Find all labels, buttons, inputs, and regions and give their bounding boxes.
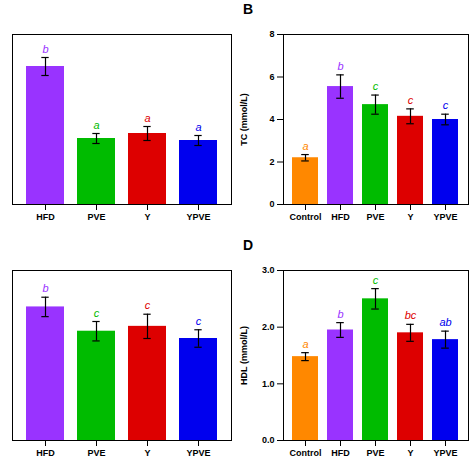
svg-text:b: b: [337, 308, 343, 320]
svg-text:HFD: HFD: [331, 212, 350, 222]
svg-text:Y: Y: [144, 448, 150, 458]
svg-text:8: 8: [269, 29, 274, 39]
svg-text:4: 4: [269, 114, 274, 124]
svg-text:c: c: [145, 299, 151, 311]
svg-text:c: c: [373, 274, 379, 286]
svg-text:2: 2: [269, 157, 274, 167]
svg-text:c: c: [373, 80, 379, 92]
svg-text:PVE: PVE: [366, 212, 384, 222]
svg-text:c: c: [408, 94, 414, 106]
html-text:B: B: [243, 1, 254, 17]
svg-text:Control: Control: [290, 448, 322, 458]
svg-text:Y: Y: [144, 212, 150, 222]
svg-text:Y: Y: [407, 212, 413, 222]
svg-text:Y: Y: [407, 448, 413, 458]
html-text:D: D: [243, 237, 254, 253]
svg-text:b: b: [337, 60, 343, 72]
svg-text:HFD: HFD: [36, 448, 55, 458]
svg-text:0: 0: [269, 199, 274, 209]
svg-text:0.0: 0.0: [262, 435, 275, 445]
svg-text:c: c: [94, 307, 100, 319]
svg-text:b: b: [42, 282, 48, 294]
svg-text:1.0: 1.0: [262, 379, 275, 389]
svg-text:PVE: PVE: [87, 448, 105, 458]
svg-text:b: b: [42, 43, 48, 55]
svg-text:a: a: [302, 140, 308, 152]
svg-text:Control: Control: [290, 212, 322, 222]
svg-text:PVE: PVE: [87, 212, 105, 222]
svg-text:HDL (mmol/L): HDL (mmol/L): [239, 326, 249, 385]
svg-text:c: c: [196, 315, 202, 327]
svg-text:3.0: 3.0: [262, 265, 275, 275]
svg-text:YPVE: YPVE: [433, 448, 457, 458]
svg-text:HFD: HFD: [36, 212, 55, 222]
svg-text:6: 6: [269, 72, 274, 82]
svg-text:ab: ab: [439, 316, 451, 328]
svg-text:bc: bc: [405, 309, 417, 321]
svg-text:2.0: 2.0: [262, 322, 275, 332]
svg-text:YPVE: YPVE: [186, 212, 210, 222]
svg-text:a: a: [144, 112, 150, 124]
svg-text:c: c: [443, 99, 449, 111]
svg-text:a: a: [302, 338, 308, 350]
svg-text:a: a: [93, 119, 99, 131]
svg-text:YPVE: YPVE: [186, 448, 210, 458]
svg-text:HFD: HFD: [331, 448, 350, 458]
svg-text:TC (mmol/L): TC (mmol/L): [239, 93, 249, 146]
svg-text:PVE: PVE: [366, 448, 384, 458]
svg-text:YPVE: YPVE: [433, 212, 457, 222]
svg-text:a: a: [195, 121, 201, 133]
